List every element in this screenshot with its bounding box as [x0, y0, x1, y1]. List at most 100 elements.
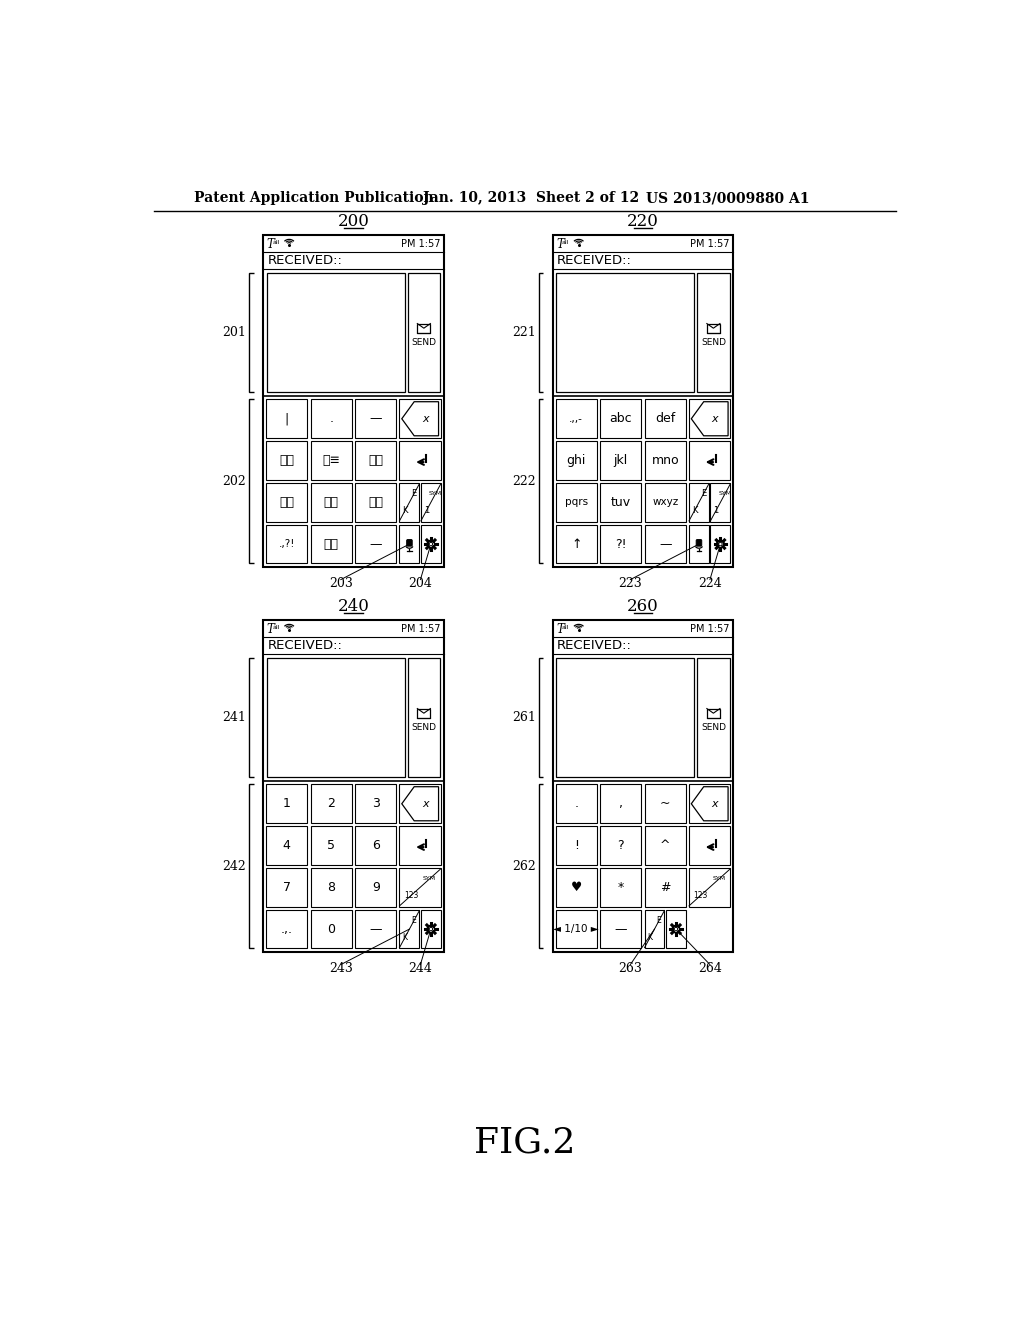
Bar	[267, 273, 404, 392]
Text: T: T	[267, 238, 274, 251]
Bar	[707, 709, 720, 718]
Bar	[666, 909, 686, 949]
Text: PM 1:57: PM 1:57	[400, 239, 440, 249]
Text: ↑: ↑	[571, 537, 582, 550]
Text: 222: 222	[512, 475, 536, 488]
Text: 123: 123	[403, 891, 418, 900]
Text: ♥: ♥	[570, 880, 582, 894]
Bar	[355, 869, 396, 907]
Text: 262: 262	[512, 859, 536, 873]
Bar	[689, 441, 730, 480]
Text: K: K	[402, 507, 408, 515]
Text: ㄷㄸ: ㄷㄸ	[369, 454, 383, 467]
Text: .: .	[574, 797, 579, 810]
Bar	[408, 659, 440, 777]
Text: ◄ 1/10 ►: ◄ 1/10 ►	[553, 924, 599, 935]
Bar	[697, 273, 730, 392]
Text: 8: 8	[328, 880, 335, 894]
Bar	[418, 323, 430, 333]
Bar	[418, 709, 430, 718]
Bar	[556, 441, 597, 480]
Text: SYM: SYM	[429, 491, 441, 496]
Circle shape	[427, 925, 435, 933]
Text: K: K	[647, 933, 652, 942]
Bar	[355, 441, 396, 480]
Text: pqrs: pqrs	[564, 498, 588, 507]
Text: SYM: SYM	[423, 876, 436, 882]
Text: |: |	[285, 412, 289, 425]
Text: RECEIVED::: RECEIVED::	[267, 639, 342, 652]
Text: 1: 1	[283, 797, 291, 810]
Text: ~: ~	[660, 797, 671, 810]
Text: 201: 201	[222, 326, 246, 339]
Circle shape	[429, 543, 433, 545]
Text: ,: ,	[618, 797, 623, 810]
Bar	[399, 826, 441, 865]
Text: SEND: SEND	[700, 338, 726, 347]
Text: US 2013/0009880 A1: US 2013/0009880 A1	[646, 191, 810, 206]
Bar	[310, 784, 352, 824]
Bar	[644, 400, 686, 438]
Text: 1: 1	[424, 507, 429, 515]
Bar	[553, 620, 733, 952]
Bar	[556, 525, 597, 564]
Bar	[355, 784, 396, 824]
Text: ghi: ghi	[566, 454, 586, 467]
Text: !: !	[573, 840, 579, 851]
Text: 7: 7	[283, 880, 291, 894]
Text: x: x	[422, 799, 428, 809]
Bar	[600, 441, 641, 480]
Text: RECEIVED::: RECEIVED::	[557, 255, 632, 268]
Bar	[266, 869, 307, 907]
Bar	[399, 400, 441, 438]
Bar	[266, 525, 307, 564]
Text: 264: 264	[698, 962, 722, 975]
Circle shape	[717, 540, 724, 548]
Bar	[644, 784, 686, 824]
Text: RECEIVED::: RECEIVED::	[557, 639, 632, 652]
Text: #: #	[660, 880, 671, 894]
Text: 3: 3	[372, 797, 380, 810]
Bar	[266, 909, 307, 949]
Text: E: E	[412, 490, 417, 498]
Bar	[644, 483, 686, 521]
Circle shape	[672, 925, 680, 933]
Bar	[310, 909, 352, 949]
Bar	[600, 826, 641, 865]
Text: RECEIVED::: RECEIVED::	[267, 255, 342, 268]
Bar	[355, 525, 396, 564]
Bar	[421, 909, 441, 949]
Bar	[399, 525, 420, 564]
Bar	[263, 235, 444, 566]
Bar	[644, 909, 665, 949]
Text: SEND: SEND	[412, 338, 436, 347]
Bar	[399, 483, 420, 521]
Bar	[556, 659, 694, 777]
Text: 200: 200	[338, 213, 370, 230]
Bar	[421, 483, 441, 521]
Bar	[556, 273, 694, 392]
Text: tuv: tuv	[610, 496, 631, 508]
Bar	[689, 483, 709, 521]
Text: ㄱㅊ: ㄱㅊ	[280, 454, 294, 467]
Bar	[556, 909, 597, 949]
Bar	[266, 483, 307, 521]
Bar	[600, 784, 641, 824]
Bar	[600, 525, 641, 564]
Text: x: x	[712, 799, 718, 809]
Bar	[355, 400, 396, 438]
Text: 243: 243	[329, 962, 352, 975]
Text: mno: mno	[651, 454, 679, 467]
Text: wxyz: wxyz	[652, 498, 678, 507]
Text: jkl: jkl	[613, 454, 628, 467]
Text: ㅂㅲ: ㅂㅲ	[280, 496, 294, 508]
Bar	[266, 441, 307, 480]
Text: 5: 5	[328, 840, 335, 851]
Polygon shape	[691, 401, 728, 436]
Bar	[697, 659, 730, 777]
Bar	[556, 400, 597, 438]
Bar	[266, 400, 307, 438]
Text: ㅅㅇ: ㅅㅇ	[324, 496, 339, 508]
Bar	[399, 784, 441, 824]
Text: PM 1:57: PM 1:57	[400, 624, 440, 634]
